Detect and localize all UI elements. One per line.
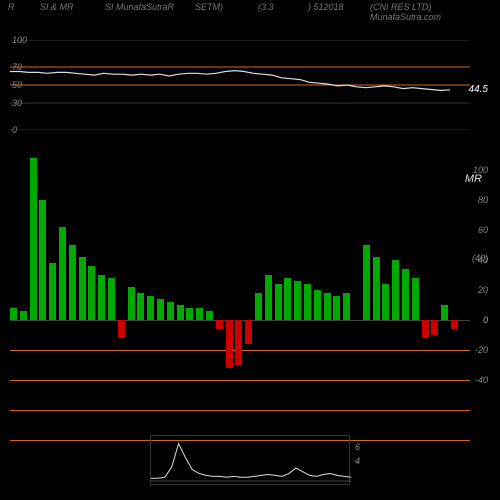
mr-bar [226, 320, 233, 368]
mr-tick-label: 40 [478, 255, 488, 265]
rsi-tick-label: 50 [12, 80, 22, 90]
mr-bar [137, 293, 144, 320]
mr-bar [20, 311, 27, 320]
mr-bar [88, 266, 95, 320]
mr-tick-label: 0 [483, 315, 488, 325]
mr-gridline [10, 410, 470, 411]
mr-bar [343, 293, 350, 320]
mr-bar [216, 320, 223, 329]
mr-tick-label: 60 [478, 225, 488, 235]
volume-panel [150, 435, 350, 485]
volume-line-chart [151, 436, 351, 486]
mr-bar [118, 320, 125, 338]
mr-tick-label: -40 [475, 375, 488, 385]
vol-tick-label: 6 [355, 442, 360, 452]
mr-tick-label: 20 [478, 285, 488, 295]
rsi-tick-label: 70 [12, 62, 22, 72]
mr-bar [363, 245, 370, 320]
rsi-panel [10, 40, 470, 130]
mr-bar [284, 278, 291, 320]
rsi-current-value: 44.5 [469, 84, 488, 95]
mr-tick-label: 100 [473, 165, 488, 175]
mr-bar [294, 281, 301, 320]
mr-bar [235, 320, 242, 365]
hdr-ver: (3.3 [258, 2, 274, 12]
hdr-r: R [8, 2, 15, 12]
mr-bar [441, 305, 448, 320]
mr-gridline [10, 380, 470, 381]
mr-bar [304, 284, 311, 320]
mr-bar [59, 227, 66, 320]
mr-bar [275, 284, 282, 320]
rsi-line-chart [10, 40, 470, 130]
mr-bar [324, 293, 331, 320]
hdr-code: ) 512018 [308, 2, 344, 12]
mr-bar [69, 245, 76, 320]
mr-bar [147, 296, 154, 320]
mr-bar [245, 320, 252, 344]
mr-bar [265, 275, 272, 320]
hdr-company: (CNI RES LTD) MunafaSutra.com [370, 2, 500, 22]
mr-bar [108, 278, 115, 320]
mr-bar [422, 320, 429, 338]
mr-bar [196, 308, 203, 320]
mr-tick-label: 80 [478, 195, 488, 205]
mr-bar [49, 263, 56, 320]
mr-bar [392, 260, 399, 320]
mr-bar [39, 200, 46, 320]
mr-bar [314, 290, 321, 320]
hdr-setm: SETM) [195, 2, 223, 12]
mr-bar [167, 302, 174, 320]
mr-bar [79, 257, 86, 320]
mr-tick-label: -20 [475, 345, 488, 355]
mr-bar [10, 308, 17, 320]
mr-bar [373, 257, 380, 320]
vol-tick-label: 4 [355, 456, 360, 466]
mr-bar [157, 299, 164, 320]
mr-panel [10, 170, 470, 395]
mr-bar [255, 293, 262, 320]
chart-header: R SI & MR SI MunafaSutraR SETM) (3.3 ) 5… [0, 2, 500, 16]
hdr-title: SI MunafaSutraR [105, 2, 174, 12]
mr-bar [382, 284, 389, 320]
mr-bar [412, 278, 419, 320]
mr-bar [186, 308, 193, 320]
mr-bar [30, 158, 37, 320]
rsi-tick-label: 30 [12, 98, 22, 108]
hdr-si-mr: SI & MR [40, 2, 74, 12]
mr-bar [431, 320, 438, 335]
mr-bar [451, 320, 458, 329]
rsi-tick-label: 0 [12, 125, 17, 135]
mr-bar [98, 275, 105, 320]
mr-bar [333, 296, 340, 320]
mr-bar [128, 287, 135, 320]
rsi-tick-label: 100 [12, 35, 27, 45]
mr-bar [177, 305, 184, 320]
mr-bar [206, 311, 213, 320]
mr-bar [402, 269, 409, 320]
